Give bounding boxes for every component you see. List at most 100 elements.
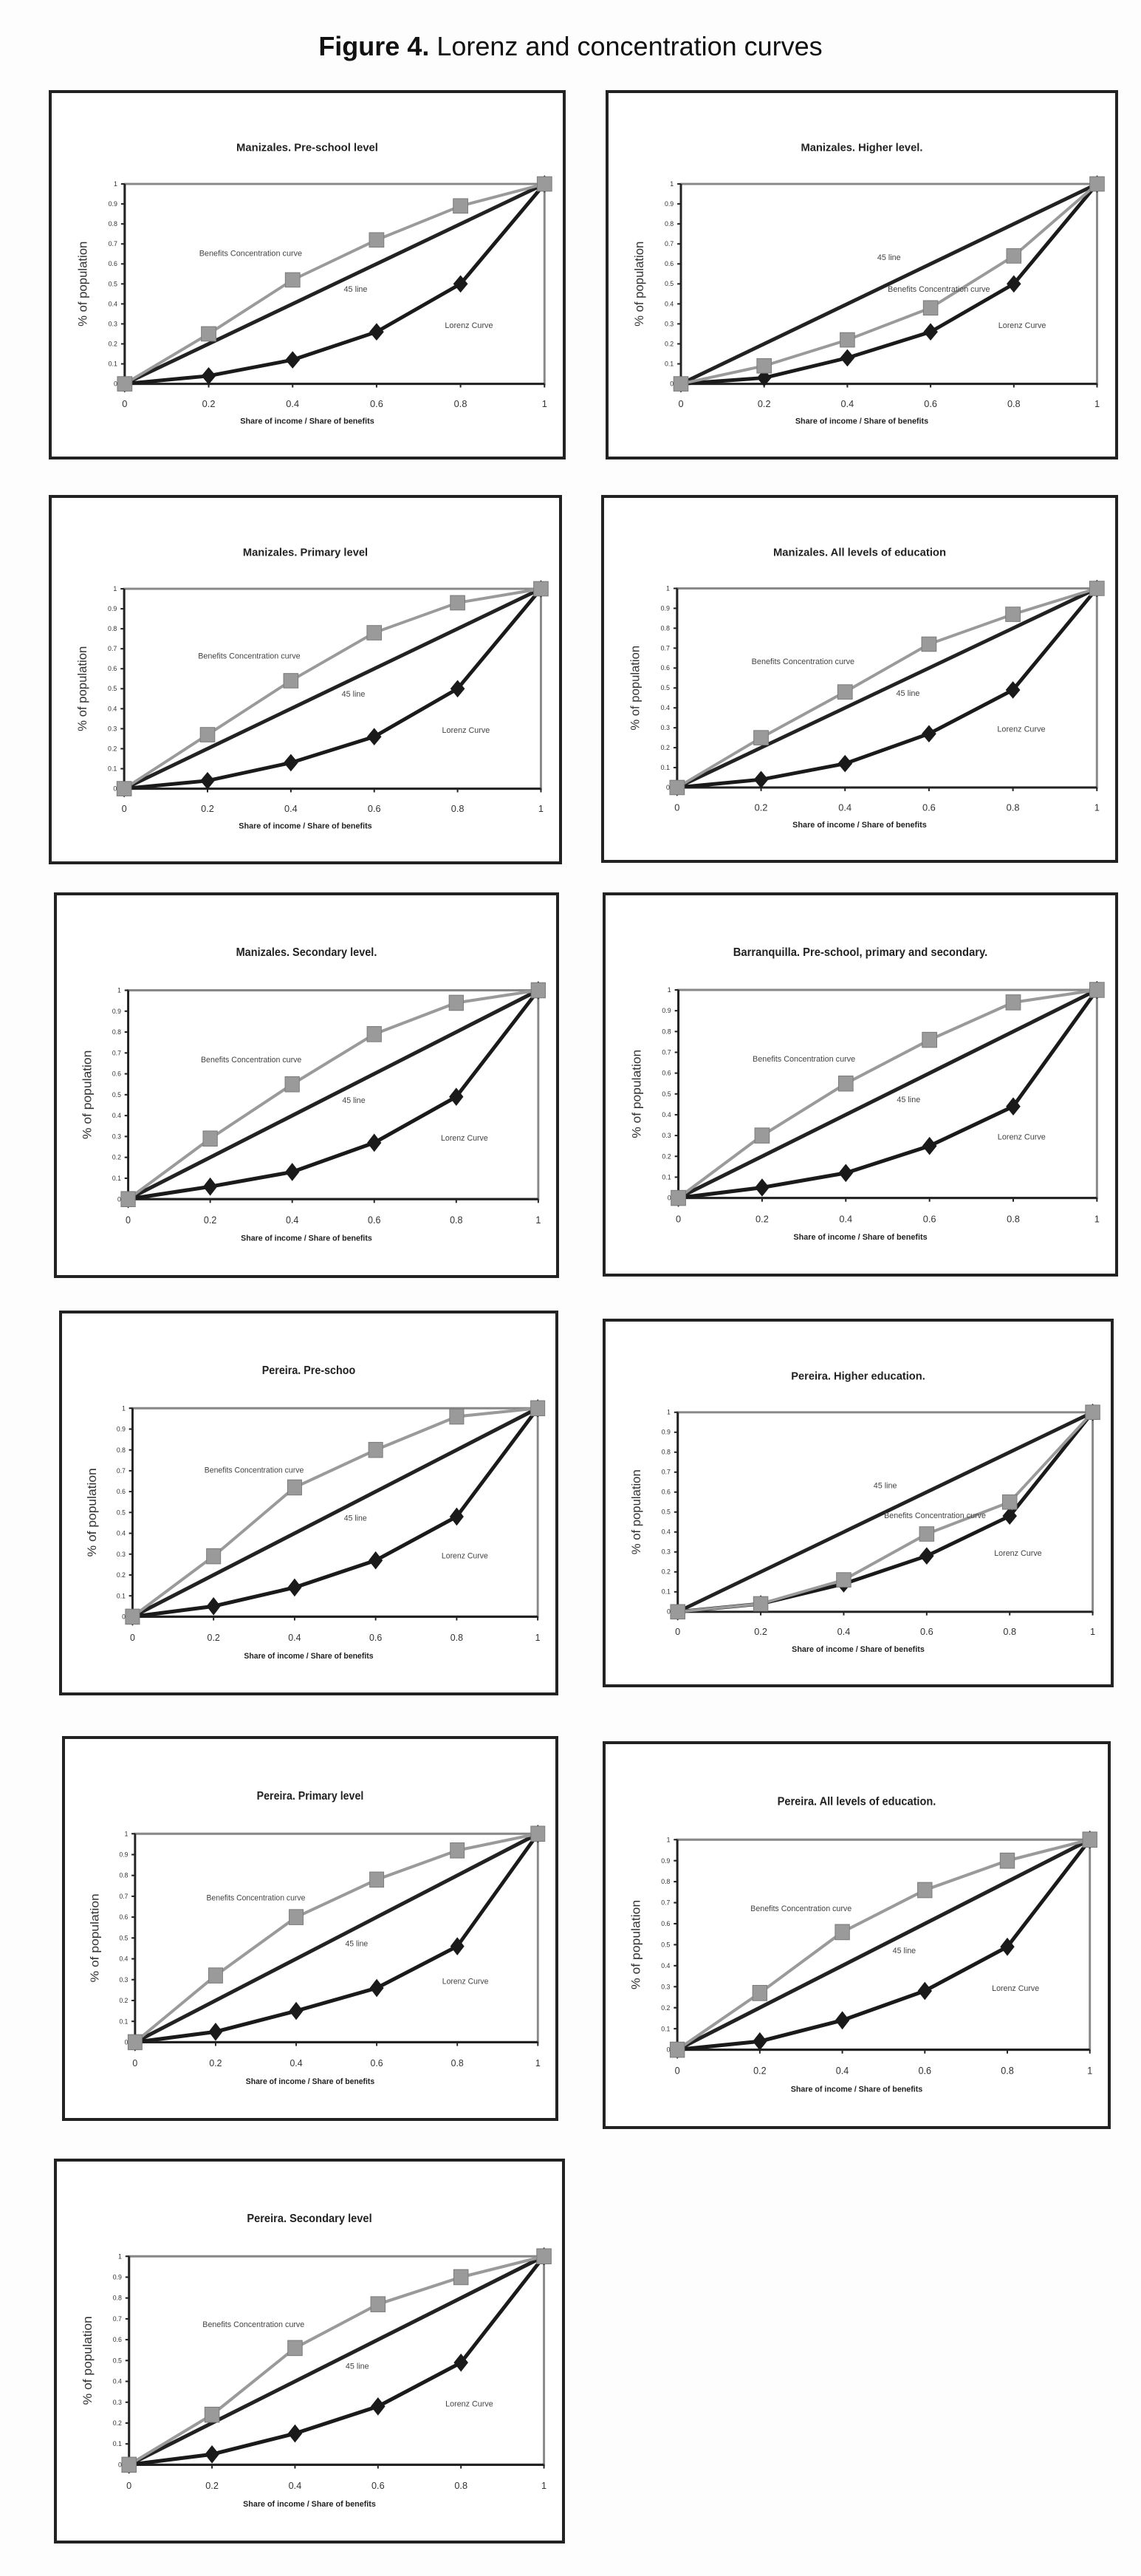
x-tick-label: 0 (126, 2480, 131, 2491)
y-axis-label: % of population (630, 1050, 644, 1138)
lorenz-point (202, 1177, 218, 1196)
y-tick-label: 0.6 (665, 260, 674, 267)
benefits-concentration-point (1089, 581, 1105, 596)
benefits-concentration-point (919, 1526, 935, 1542)
line-45-label: 45 line (346, 2362, 369, 2371)
y-tick-label: 0 (117, 1195, 121, 1203)
lorenz-point (371, 2397, 386, 2416)
lorenz-point (835, 2011, 850, 2030)
x-tick-label: 1 (1094, 398, 1100, 409)
y-tick-label: 0 (667, 1608, 671, 1616)
y-tick-label: 0.6 (120, 1913, 129, 1921)
x-tick-label: 0 (132, 2057, 137, 2069)
lorenz-curve-line (123, 587, 543, 791)
y-tick-label: 0.3 (120, 1976, 129, 1984)
benefits-concentration-point (369, 1871, 385, 1888)
y-axis-label: % of population (88, 1893, 101, 1982)
y-tick-label: 0.3 (109, 320, 117, 327)
benefits-concentration-point (204, 2406, 220, 2423)
x-tick-label: 0.2 (208, 1632, 220, 1644)
line-45-label: 45 line (874, 1481, 897, 1490)
lorenz-point (837, 754, 853, 773)
x-tick-label: 1 (535, 1214, 541, 1226)
benefits-concentration-point (284, 1076, 300, 1093)
lorenz-point (450, 1937, 465, 1955)
lorenz-curve-line (678, 988, 1099, 1200)
figure-label: Figure 4. (318, 31, 430, 61)
y-axis-label: % of population (75, 242, 89, 327)
chart-panel: Manizales. Primary level 0 0.1 0.2 0.3 0.4 0.5… (49, 495, 562, 864)
chart-svg: Manizales. Secondary level. 0 0.1 0.2 0.3 0.4… (80, 946, 546, 1243)
y-tick-label: 0.7 (665, 240, 674, 247)
benefits-concentration-point (669, 779, 685, 796)
lorenz-point (453, 2353, 468, 2372)
chart-title: Pereira. Primary level (257, 1791, 364, 1803)
y-tick-label: 0.3 (117, 1551, 126, 1558)
line-45-degree (127, 988, 539, 1201)
benefits-concentration-point (208, 1967, 223, 1984)
benefits-concentration-label: Benefits Concentration curve (198, 652, 300, 661)
line-45-label: 45 line (342, 1096, 365, 1105)
benefits-concentration-label: Benefits Concentration curve (888, 285, 990, 294)
y-tick-label: 0.4 (661, 704, 670, 711)
chart-svg: Manizales. Pre-school level 0 0.1 0.2 0.3 0.4… (75, 143, 552, 426)
y-tick-label: 1 (667, 1409, 671, 1416)
benefits-concentration-point (1005, 607, 1021, 622)
benefits-concentration-curve-line (127, 988, 539, 1200)
x-tick-label: 0.4 (284, 803, 298, 814)
benefits-concentration-label: Benefits Concentration curve (753, 1055, 855, 1064)
chart-panel: Manizales. Higher level. 0 0.1 0.2 0.3 0.4 0.5… (606, 90, 1118, 459)
y-tick-label: 0.3 (662, 1132, 671, 1139)
y-tick-label: 0.2 (113, 2419, 122, 2427)
benefits-concentration-point (533, 581, 549, 597)
x-tick-label: 0.6 (369, 1632, 382, 1644)
lorenz-point (840, 349, 855, 367)
y-tick-label: 0.9 (661, 604, 670, 612)
y-tick-label: 0.8 (117, 1446, 126, 1453)
y-tick-label: 0.4 (108, 705, 117, 712)
y-tick-label: 0.1 (113, 2440, 122, 2447)
benefits-concentration-point (1005, 994, 1021, 1011)
x-tick-label: 0.6 (371, 2057, 383, 2069)
y-tick-label: 0 (114, 380, 117, 388)
chart-svg: Manizales. Primary level 0 0.1 0.2 0.3 0.4 0.5… (75, 547, 549, 831)
y-tick-label: 0.3 (661, 724, 670, 731)
x-tick-label: 0 (122, 398, 127, 409)
y-tick-label: 0.8 (661, 1878, 670, 1885)
benefits-concentration-point (201, 326, 216, 342)
x-tick-label: 1 (1094, 802, 1100, 813)
line-45-degree (128, 2254, 545, 2467)
y-tick-label: 0.1 (120, 2018, 129, 2025)
y-tick-label: 0.7 (108, 645, 117, 652)
y-tick-label: 0.1 (662, 1588, 671, 1596)
benefits-concentration-point (202, 1130, 218, 1147)
y-tick-label: 0.7 (661, 1899, 670, 1906)
benefits-concentration-point (752, 1984, 768, 2001)
line-45-label: 45 line (893, 1947, 916, 1955)
x-tick-label: 0.8 (1007, 398, 1021, 409)
benefits-concentration-point (369, 232, 385, 248)
x-tick-label: 0.2 (205, 2480, 219, 2491)
x-tick-label: 0.6 (368, 1214, 380, 1226)
y-tick-label: 0.7 (117, 1467, 126, 1475)
y-tick-label: 0.9 (112, 1008, 121, 1015)
x-tick-label: 0 (130, 1632, 135, 1644)
benefits-concentration-point (121, 2456, 137, 2473)
lorenz-curve-line (676, 1838, 1092, 2052)
x-tick-label: 0.8 (1007, 802, 1020, 813)
x-axis-label: Share of income / Share of benefits (246, 2077, 374, 2085)
benefits-concentration-point (840, 332, 855, 348)
benefits-concentration-label: Benefits Concentration curve (207, 1893, 306, 1902)
y-tick-label: 0.5 (665, 280, 674, 287)
x-tick-label: 0.8 (451, 2057, 464, 2069)
y-tick-label: 0.4 (662, 1528, 671, 1536)
y-tick-label: 0.4 (120, 1955, 129, 1962)
y-tick-label: 0.2 (662, 1568, 671, 1576)
line-45-degree (123, 587, 542, 790)
chart-panel: Manizales. Secondary level. 0 0.1 0.2 0.3 0.4… (54, 892, 559, 1278)
line-45-degree (676, 1837, 1091, 2051)
x-tick-label: 0.4 (836, 2065, 849, 2076)
benefits-concentration-point (453, 2269, 469, 2286)
y-tick-label: 0.8 (662, 1449, 671, 1456)
lorenz-point (919, 1547, 934, 1565)
